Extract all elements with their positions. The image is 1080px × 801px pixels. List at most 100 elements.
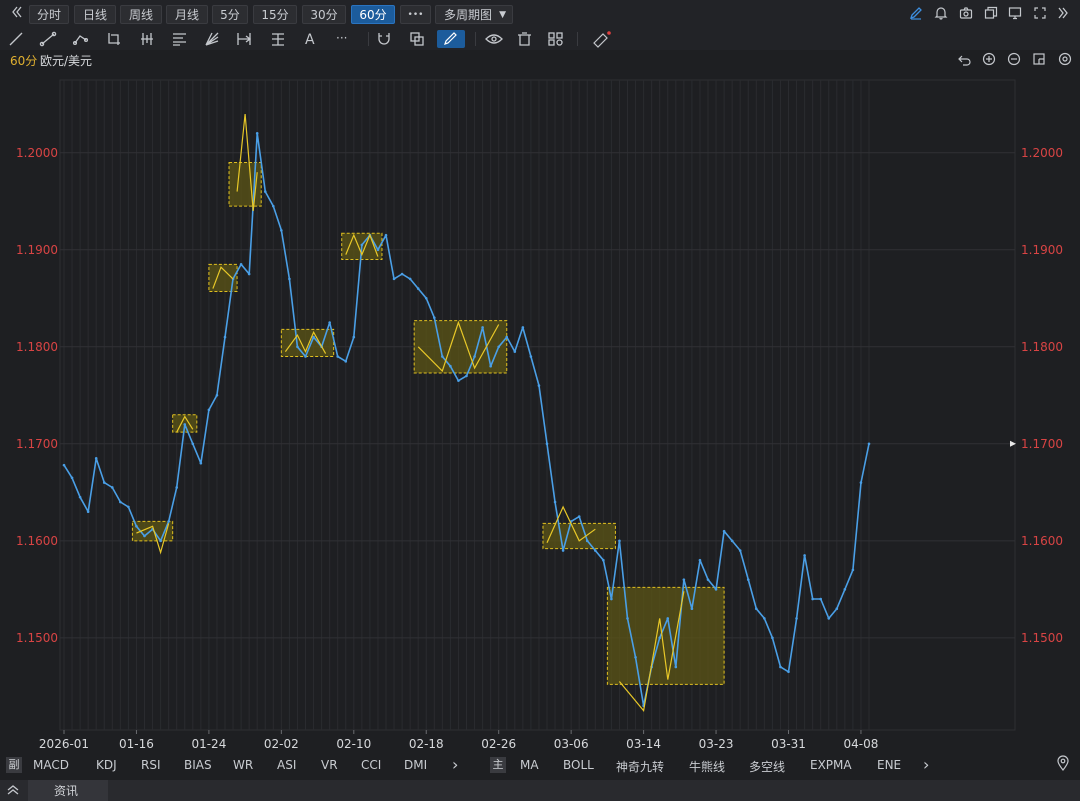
main-indicator-3[interactable]: 牛熊线 (689, 760, 726, 774)
y-tick-label-right: 1.1900 (1021, 243, 1063, 257)
price-point (167, 520, 170, 523)
crop-tool-icon[interactable] (108, 33, 120, 45)
price-point (811, 597, 814, 601)
main-indicator-label: 主 (490, 757, 506, 773)
measure-tool-icon[interactable] (237, 33, 252, 45)
price-point (159, 539, 162, 543)
range-box (606, 586, 725, 685)
symbol-info-bar: 60分 欧元/美元 (0, 50, 1080, 70)
ray-tool-icon[interactable] (39, 31, 57, 47)
pitchfork-tool-icon[interactable] (272, 33, 284, 46)
price-point (594, 549, 597, 552)
period-tab-fenshi[interactable]: 分时 (29, 5, 69, 24)
fib-tool-icon[interactable] (173, 33, 186, 46)
period-tab-weekly[interactable]: 周线 (120, 5, 162, 24)
price-point (481, 326, 484, 329)
price-point (288, 277, 291, 281)
copy-window-icon[interactable] (983, 6, 999, 24)
current-price-marker (1010, 440, 1016, 447)
period-tab-15min[interactable]: 15分 (253, 5, 297, 24)
double-chevron-right-icon[interactable] (1056, 6, 1070, 24)
sub-indicator-vr[interactable]: VR (321, 758, 338, 772)
layout-icon[interactable] (1033, 53, 1045, 65)
sub-indicator-wr[interactable]: WR (233, 758, 254, 772)
price-point (771, 636, 774, 640)
double-chevron-up-icon[interactable] (5, 783, 21, 801)
x-tick-label: 02-18 (409, 737, 444, 751)
period-tab-30min[interactable]: 30分 (302, 5, 346, 24)
sub-indicator-macd[interactable]: MACD (33, 758, 69, 772)
line-tool-icon[interactable] (9, 32, 23, 46)
price-point (803, 554, 806, 557)
chart-canvas[interactable]: 1.2000 1.2000 1.1900 1.1900 1.1800 1.1800 1.17… (0, 70, 1080, 754)
news-tab[interactable]: 资讯 (28, 780, 108, 801)
location-pin-icon[interactable] (1055, 755, 1071, 775)
monitor-icon[interactable] (1007, 6, 1023, 24)
zoom-in-icon[interactable] (982, 52, 996, 66)
collapse-left-icon[interactable] (10, 5, 24, 23)
main-indicator-1[interactable]: BOLL (563, 758, 594, 772)
period-label: 60分 (10, 54, 38, 68)
news-bar: 资讯 (0, 780, 1080, 801)
settings-grid-icon[interactable] (548, 32, 563, 46)
price-point (119, 500, 122, 504)
price-point (86, 510, 90, 514)
sub-indicator-kdj[interactable]: KDJ (96, 758, 117, 772)
bell-icon[interactable] (933, 6, 949, 24)
main-indicator-6[interactable]: ENE (877, 758, 902, 772)
layer-icon[interactable] (410, 32, 424, 46)
price-point (755, 607, 758, 611)
price-point (78, 495, 82, 499)
price-point (102, 481, 106, 484)
period-tab-daily[interactable]: 日线 (74, 5, 116, 24)
sub-indicator-rsi[interactable]: RSI (141, 758, 161, 772)
sub-indicator-asi[interactable]: ASI (277, 758, 297, 772)
price-chart[interactable]: 1.2000 1.2000 1.1900 1.1900 1.1800 1.1800 1.17… (0, 70, 1080, 754)
polyline-tool-icon[interactable] (72, 35, 89, 46)
price-point (272, 204, 275, 208)
y-tick-label-left: 1.1800 (16, 340, 58, 354)
main-indicator-more-arrow[interactable]: › (923, 755, 930, 774)
zigzag-line (236, 113, 258, 212)
magnet-icon[interactable] (378, 33, 390, 45)
camera-icon[interactable] (958, 6, 974, 24)
main-indicator-4[interactable]: 多空线 (749, 760, 786, 774)
ruler-icon[interactable] (593, 31, 611, 48)
eye-icon[interactable] (485, 34, 503, 44)
multi-period-dropdown[interactable]: 多周期图 ▼ (435, 5, 513, 24)
zigzag-line (284, 330, 327, 354)
settings-icon[interactable] (1058, 52, 1072, 66)
period-tab-5min[interactable]: 5分 (212, 5, 248, 24)
price-point (239, 263, 243, 266)
undo-icon[interactable] (958, 55, 971, 66)
price-point (859, 481, 863, 484)
y-tick-label-left: 1.1700 (16, 437, 58, 451)
zoom-out-icon[interactable] (1007, 52, 1021, 66)
sub-indicator-cci[interactable]: CCI (361, 758, 382, 772)
more-tools-icon[interactable]: ··· (336, 31, 347, 45)
range-box (542, 522, 616, 550)
more-periods-button[interactable]: ••• (400, 5, 431, 24)
pen-tool-active[interactable] (437, 30, 465, 48)
x-tick-label: 02-02 (264, 737, 299, 751)
price-point (537, 384, 541, 387)
price-point (505, 335, 509, 339)
main-indicator-0[interactable]: MA (520, 758, 539, 772)
sub-indicator-more-arrow[interactable]: › (452, 755, 459, 774)
period-tab-monthly[interactable]: 月线 (166, 5, 208, 24)
fan-tool-icon[interactable] (205, 32, 219, 46)
sub-indicator-bias[interactable]: BIAS (184, 758, 212, 772)
sub-indicator-dmi[interactable]: DMI (404, 758, 428, 772)
bars-tool-icon[interactable] (141, 33, 153, 45)
fullscreen-icon[interactable] (1032, 6, 1048, 24)
pen-edit-icon[interactable] (908, 6, 924, 24)
y-tick-label-right: 1.2000 (1021, 146, 1063, 160)
main-indicator-5[interactable]: EXPMA (810, 758, 852, 772)
main-indicator-2[interactable]: 神奇九转 (616, 760, 665, 774)
period-tab-60min[interactable]: 60分 (351, 5, 395, 24)
price-point (312, 335, 315, 339)
text-tool-icon[interactable]: A (305, 32, 315, 48)
trash-icon[interactable] (518, 32, 531, 46)
price-point (127, 505, 130, 509)
price-point (473, 355, 476, 358)
